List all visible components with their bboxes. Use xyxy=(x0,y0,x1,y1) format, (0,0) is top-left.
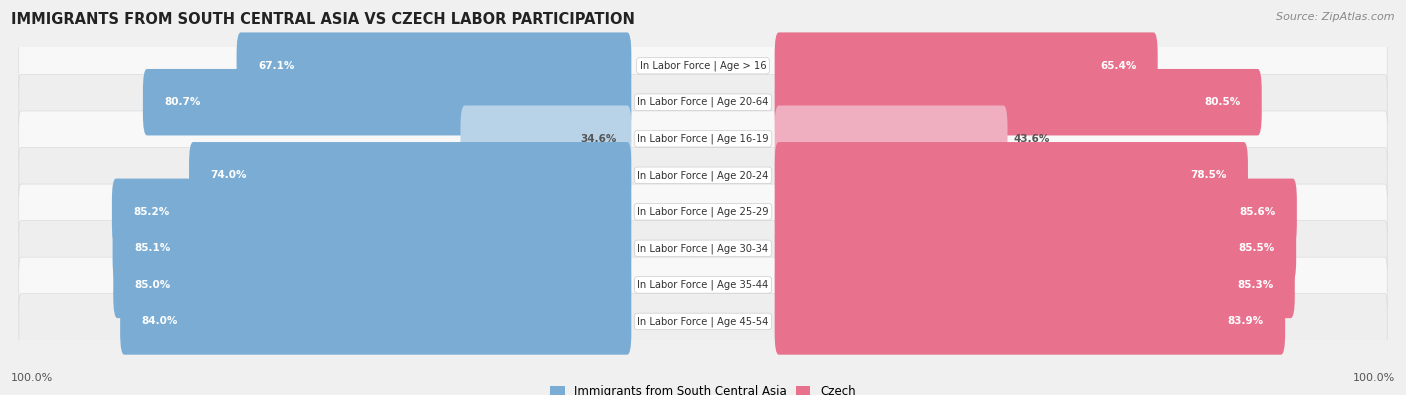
Text: 67.1%: 67.1% xyxy=(257,61,294,71)
Text: In Labor Force | Age 35-44: In Labor Force | Age 35-44 xyxy=(637,280,769,290)
Text: In Labor Force | Age 45-54: In Labor Force | Age 45-54 xyxy=(637,316,769,327)
FancyBboxPatch shape xyxy=(112,215,631,282)
FancyBboxPatch shape xyxy=(143,69,631,135)
Text: 85.0%: 85.0% xyxy=(135,280,172,290)
FancyBboxPatch shape xyxy=(775,105,1008,172)
FancyBboxPatch shape xyxy=(114,252,631,318)
Text: 34.6%: 34.6% xyxy=(581,134,617,144)
FancyBboxPatch shape xyxy=(18,257,1388,313)
Text: 65.4%: 65.4% xyxy=(1099,61,1136,71)
Text: 78.5%: 78.5% xyxy=(1191,170,1226,180)
FancyBboxPatch shape xyxy=(18,111,1388,167)
Text: Source: ZipAtlas.com: Source: ZipAtlas.com xyxy=(1277,12,1395,22)
Legend: Immigrants from South Central Asia, Czech: Immigrants from South Central Asia, Czec… xyxy=(551,385,855,395)
Text: In Labor Force | Age 16-19: In Labor Force | Age 16-19 xyxy=(637,134,769,144)
FancyBboxPatch shape xyxy=(775,32,1157,99)
FancyBboxPatch shape xyxy=(112,179,631,245)
Text: 84.0%: 84.0% xyxy=(142,316,179,326)
Text: 74.0%: 74.0% xyxy=(211,170,247,180)
Text: 85.5%: 85.5% xyxy=(1239,243,1275,253)
Text: 100.0%: 100.0% xyxy=(1353,373,1395,383)
Text: 85.3%: 85.3% xyxy=(1237,280,1274,290)
Text: 100.0%: 100.0% xyxy=(11,373,53,383)
FancyBboxPatch shape xyxy=(18,38,1388,94)
FancyBboxPatch shape xyxy=(18,147,1388,203)
Text: IMMIGRANTS FROM SOUTH CENTRAL ASIA VS CZECH LABOR PARTICIPATION: IMMIGRANTS FROM SOUTH CENTRAL ASIA VS CZ… xyxy=(11,12,636,27)
Text: 85.6%: 85.6% xyxy=(1239,207,1275,217)
FancyBboxPatch shape xyxy=(775,142,1249,209)
FancyBboxPatch shape xyxy=(775,69,1261,135)
Text: In Labor Force | Age > 16: In Labor Force | Age > 16 xyxy=(640,60,766,71)
Text: In Labor Force | Age 20-24: In Labor Force | Age 20-24 xyxy=(637,170,769,181)
Text: 83.9%: 83.9% xyxy=(1227,316,1264,326)
Text: In Labor Force | Age 25-29: In Labor Force | Age 25-29 xyxy=(637,207,769,217)
Text: 85.1%: 85.1% xyxy=(134,243,170,253)
FancyBboxPatch shape xyxy=(775,179,1296,245)
Text: 80.5%: 80.5% xyxy=(1204,97,1240,107)
Text: In Labor Force | Age 30-34: In Labor Force | Age 30-34 xyxy=(637,243,769,254)
FancyBboxPatch shape xyxy=(18,293,1388,349)
FancyBboxPatch shape xyxy=(18,184,1388,240)
Text: 43.6%: 43.6% xyxy=(1014,134,1050,144)
FancyBboxPatch shape xyxy=(188,142,631,209)
FancyBboxPatch shape xyxy=(775,252,1295,318)
FancyBboxPatch shape xyxy=(461,105,631,172)
Text: 85.2%: 85.2% xyxy=(134,207,170,217)
FancyBboxPatch shape xyxy=(18,220,1388,276)
FancyBboxPatch shape xyxy=(18,74,1388,130)
FancyBboxPatch shape xyxy=(236,32,631,99)
FancyBboxPatch shape xyxy=(775,288,1285,355)
Text: 80.7%: 80.7% xyxy=(165,97,201,107)
FancyBboxPatch shape xyxy=(775,215,1296,282)
Text: In Labor Force | Age 20-64: In Labor Force | Age 20-64 xyxy=(637,97,769,107)
FancyBboxPatch shape xyxy=(120,288,631,355)
